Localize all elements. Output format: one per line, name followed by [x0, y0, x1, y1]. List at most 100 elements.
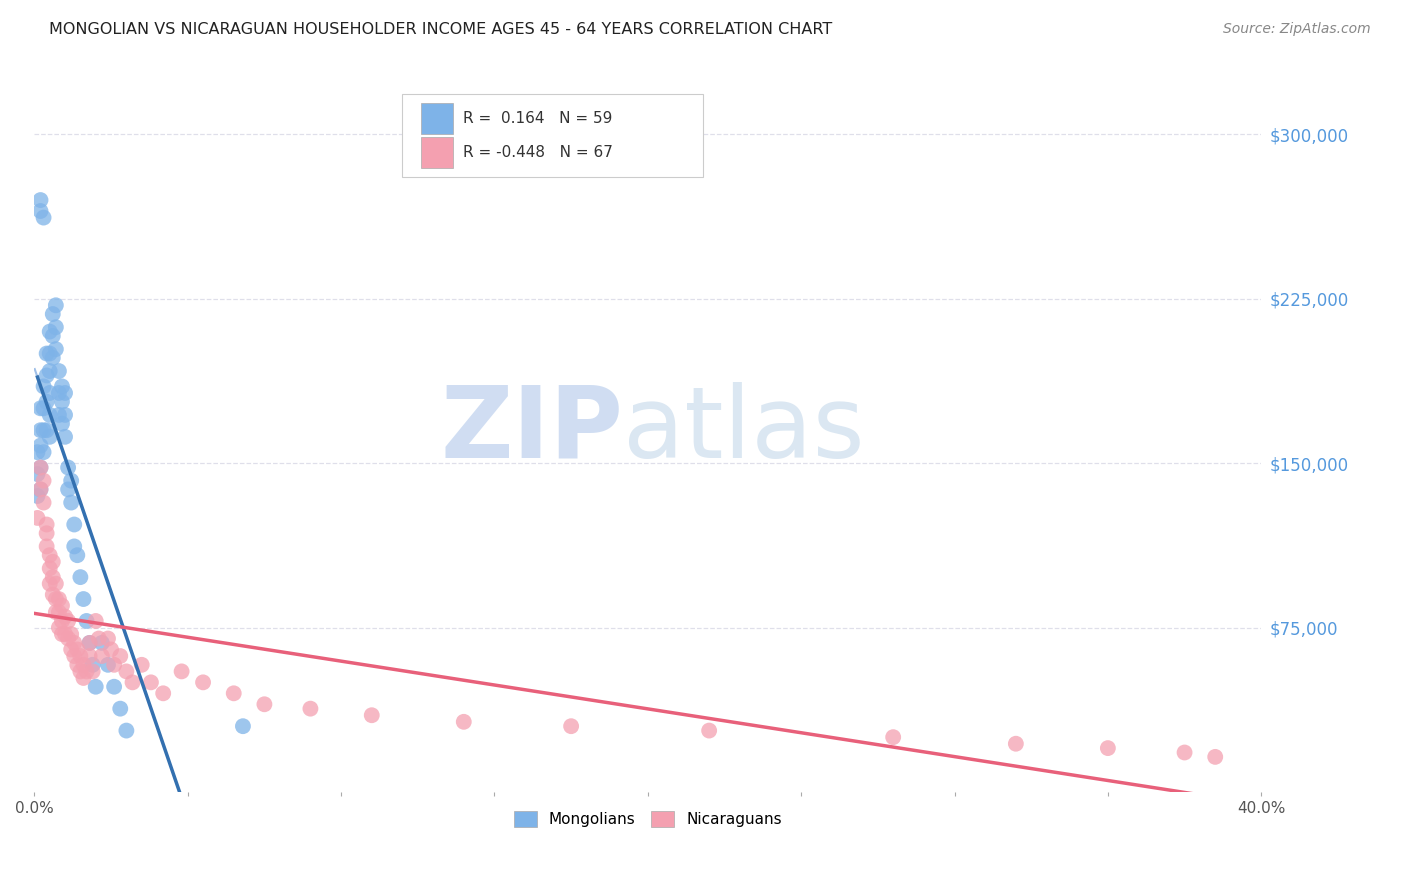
Point — [38, 430, 60, 444]
Point — [63, 636, 86, 650]
Point — [1097, 741, 1119, 756]
Point — [53, 609, 76, 624]
Point — [30, 460, 52, 475]
Point — [51, 379, 73, 393]
Point — [110, 648, 132, 663]
Text: R = -0.448   N = 67: R = -0.448 N = 67 — [463, 145, 613, 160]
Text: Source: ZipAtlas.com: Source: ZipAtlas.com — [1223, 22, 1371, 37]
Point — [45, 342, 67, 356]
FancyBboxPatch shape — [420, 137, 453, 168]
Text: MONGOLIAN VS NICARAGUAN HOUSEHOLDER INCOME AGES 45 - 64 YEARS CORRELATION CHART: MONGOLIAN VS NICARAGUAN HOUSEHOLDER INCO… — [49, 22, 832, 37]
Point — [38, 364, 60, 378]
Point — [253, 698, 276, 712]
Point — [53, 386, 76, 401]
Point — [1204, 750, 1226, 764]
Point — [27, 489, 49, 503]
Legend: Mongolians, Nicaraguans: Mongolians, Nicaraguans — [506, 804, 789, 835]
Point — [48, 386, 70, 401]
Point — [72, 657, 94, 672]
Point — [60, 495, 83, 509]
Point — [139, 675, 162, 690]
Point — [79, 636, 101, 650]
Point — [170, 665, 193, 679]
Point — [82, 665, 104, 679]
Point — [32, 495, 55, 509]
Point — [60, 627, 83, 641]
Point — [30, 483, 52, 497]
Point — [30, 439, 52, 453]
Point — [82, 657, 104, 672]
Point — [42, 351, 65, 365]
Point — [35, 394, 58, 409]
Point — [51, 627, 73, 641]
Point — [32, 379, 55, 393]
Point — [97, 632, 120, 646]
Point — [299, 701, 322, 715]
Point — [48, 605, 70, 619]
Point — [76, 614, 98, 628]
Point — [152, 686, 174, 700]
Point — [56, 632, 79, 646]
Point — [63, 517, 86, 532]
Point — [35, 346, 58, 360]
Point — [60, 642, 83, 657]
Point — [63, 540, 86, 554]
Point — [38, 548, 60, 562]
Point — [38, 346, 60, 360]
Point — [69, 570, 91, 584]
Point — [1005, 737, 1028, 751]
Point — [30, 423, 52, 437]
Point — [56, 614, 79, 628]
Point — [51, 614, 73, 628]
Point — [72, 592, 94, 607]
Point — [232, 719, 254, 733]
Point — [32, 474, 55, 488]
Point — [42, 555, 65, 569]
Point — [30, 193, 52, 207]
Point — [27, 511, 49, 525]
Point — [48, 592, 70, 607]
Point — [76, 665, 98, 679]
Point — [42, 588, 65, 602]
FancyBboxPatch shape — [420, 103, 453, 134]
Text: R =  0.164   N = 59: R = 0.164 N = 59 — [463, 111, 612, 126]
Point — [45, 298, 67, 312]
Point — [51, 599, 73, 613]
Point — [103, 657, 125, 672]
Point — [38, 408, 60, 422]
Point — [38, 386, 60, 401]
Point — [222, 686, 245, 700]
Point — [66, 642, 89, 657]
Point — [32, 445, 55, 459]
Point — [38, 325, 60, 339]
Point — [32, 401, 55, 416]
Point — [69, 665, 91, 679]
Point — [72, 671, 94, 685]
Point — [35, 526, 58, 541]
Point — [30, 204, 52, 219]
Point — [30, 401, 52, 416]
Point — [38, 561, 60, 575]
Point — [35, 423, 58, 437]
Point — [360, 708, 382, 723]
Text: atlas: atlas — [623, 382, 865, 479]
Point — [56, 483, 79, 497]
Point — [121, 675, 143, 690]
FancyBboxPatch shape — [402, 94, 703, 177]
Point — [115, 665, 138, 679]
Point — [87, 632, 110, 646]
Point — [42, 570, 65, 584]
Point — [48, 364, 70, 378]
Point — [45, 320, 67, 334]
Point — [42, 307, 65, 321]
Point — [453, 714, 475, 729]
Point — [115, 723, 138, 738]
Point — [60, 474, 83, 488]
Point — [560, 719, 582, 733]
Point — [69, 648, 91, 663]
Point — [35, 517, 58, 532]
Point — [697, 723, 720, 738]
Point — [90, 648, 112, 663]
Point — [103, 680, 125, 694]
Point — [56, 460, 79, 475]
